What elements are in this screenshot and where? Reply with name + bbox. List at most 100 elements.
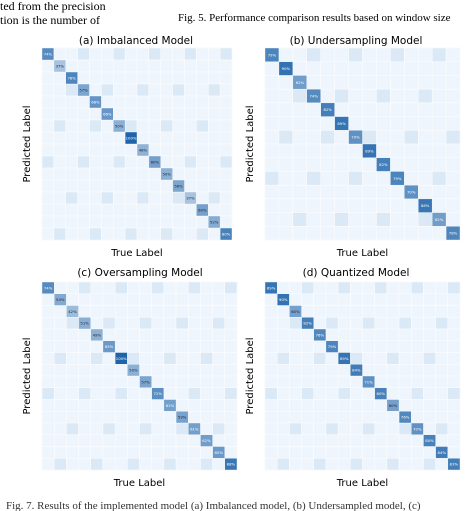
off-diagonal-cell (306, 75, 321, 90)
off-diagonal-cell (53, 203, 66, 217)
off-diagonal-cell (200, 399, 213, 412)
off-diagonal-cell (102, 375, 116, 388)
off-diagonal-cell (374, 458, 388, 471)
off-diagonal-cell (65, 107, 78, 121)
off-diagonal-cell (289, 281, 302, 294)
off-diagonal-cell (77, 95, 90, 109)
cell-label: 52% (210, 220, 219, 225)
off-diagonal-cell (41, 387, 55, 400)
off-diagonal-cell (362, 88, 377, 104)
off-diagonal-cell (219, 143, 233, 157)
off-diagonal-cell (289, 399, 302, 412)
off-diagonal-cell (350, 434, 363, 447)
off-diagonal-cell (334, 184, 349, 200)
off-diagonal-cell (390, 47, 405, 62)
off-diagonal-cell (445, 47, 461, 62)
off-diagonal-cell (77, 131, 90, 145)
cell-label: 70% (413, 426, 422, 431)
off-diagonal-cell (163, 364, 177, 377)
off-diagonal-cell (362, 47, 377, 62)
off-diagonal-cell (41, 83, 55, 97)
off-diagonal-cell (423, 422, 436, 435)
off-diagonal-cell (78, 446, 91, 459)
off-diagonal-cell (101, 155, 114, 169)
cell-label: 59% (178, 415, 187, 420)
off-diagonal-cell (423, 293, 436, 306)
off-diagonal-cell (212, 317, 226, 330)
off-diagonal-cell (212, 399, 226, 412)
off-diagonal-cell (337, 281, 351, 294)
off-diagonal-cell (224, 446, 238, 459)
off-diagonal-cell (148, 131, 161, 145)
off-diagonal-cell (208, 179, 221, 193)
off-diagonal-cell (431, 198, 447, 213)
off-diagonal-cell (447, 293, 461, 306)
cell-label: 37% (56, 64, 65, 69)
off-diagonal-cell (404, 226, 419, 241)
off-diagonal-cell (127, 387, 140, 400)
off-diagonal-cell (348, 88, 363, 104)
off-diagonal-cell (148, 47, 161, 61)
off-diagonal-cell (348, 171, 363, 186)
off-diagonal-cell (376, 61, 391, 76)
cell-label: 79% (328, 344, 337, 349)
off-diagonal-cell (139, 446, 152, 459)
off-diagonal-cell (172, 227, 185, 241)
off-diagonal-cell (418, 47, 433, 62)
off-diagonal-cell (78, 434, 91, 447)
off-diagonal-cell (124, 179, 138, 193)
off-diagonal-cell (136, 83, 150, 97)
off-diagonal-cell (334, 130, 349, 145)
off-diagonal-cell (404, 143, 419, 158)
off-diagonal-cell (264, 61, 280, 76)
off-diagonal-cell (66, 364, 79, 377)
off-diagonal-cell (306, 102, 321, 117)
off-diagonal-cell (53, 399, 67, 412)
off-diagonal-cell (325, 293, 339, 306)
off-diagonal-cell (200, 458, 213, 471)
off-diagonal-cell (114, 387, 128, 400)
off-diagonal-cell (362, 305, 375, 318)
off-diagonal-cell (172, 155, 185, 169)
off-diagonal-cell (418, 171, 433, 186)
off-diagonal-cell (139, 305, 152, 318)
off-diagonal-cell (404, 61, 419, 76)
off-diagonal-cell (160, 71, 173, 85)
off-diagonal-cell (292, 102, 307, 117)
off-diagonal-cell (163, 375, 177, 388)
off-diagonal-cell (89, 59, 102, 73)
diagonal-cell (313, 328, 327, 341)
off-diagonal-cell (114, 458, 128, 471)
off-diagonal-cell (313, 399, 327, 412)
off-diagonal-cell (301, 352, 314, 365)
off-diagonal-cell (89, 119, 102, 133)
off-diagonal-cell (114, 434, 128, 447)
off-diagonal-cell (124, 71, 138, 85)
off-diagonal-cell (188, 458, 201, 471)
off-diagonal-cell (325, 411, 339, 424)
cell-label: 70% (407, 190, 416, 195)
off-diagonal-cell (102, 458, 116, 471)
off-diagonal-cell (289, 422, 302, 435)
off-diagonal-cell (374, 399, 388, 412)
off-diagonal-cell (127, 340, 140, 353)
diagonal-cell (208, 215, 221, 229)
off-diagonal-cell (289, 352, 302, 365)
off-diagonal-cell (404, 157, 419, 172)
off-diagonal-cell (264, 340, 278, 353)
off-diagonal-cell (320, 75, 335, 90)
off-diagonal-cell (398, 422, 412, 435)
off-diagonal-cell (196, 143, 209, 157)
off-diagonal-cell (196, 59, 209, 73)
diagonal-cell (418, 198, 433, 213)
off-diagonal-cell (114, 281, 128, 294)
off-diagonal-cell (289, 293, 302, 306)
off-diagonal-cell (114, 293, 128, 306)
off-diagonal-cell (114, 446, 128, 459)
off-diagonal-cell (301, 411, 314, 424)
off-diagonal-cell (278, 157, 294, 172)
figure-caption: Fig. 5. Performance comparison results b… (178, 12, 451, 24)
diagonal-cell (41, 281, 55, 294)
off-diagonal-cell (306, 61, 321, 76)
off-diagonal-cell (102, 293, 116, 306)
